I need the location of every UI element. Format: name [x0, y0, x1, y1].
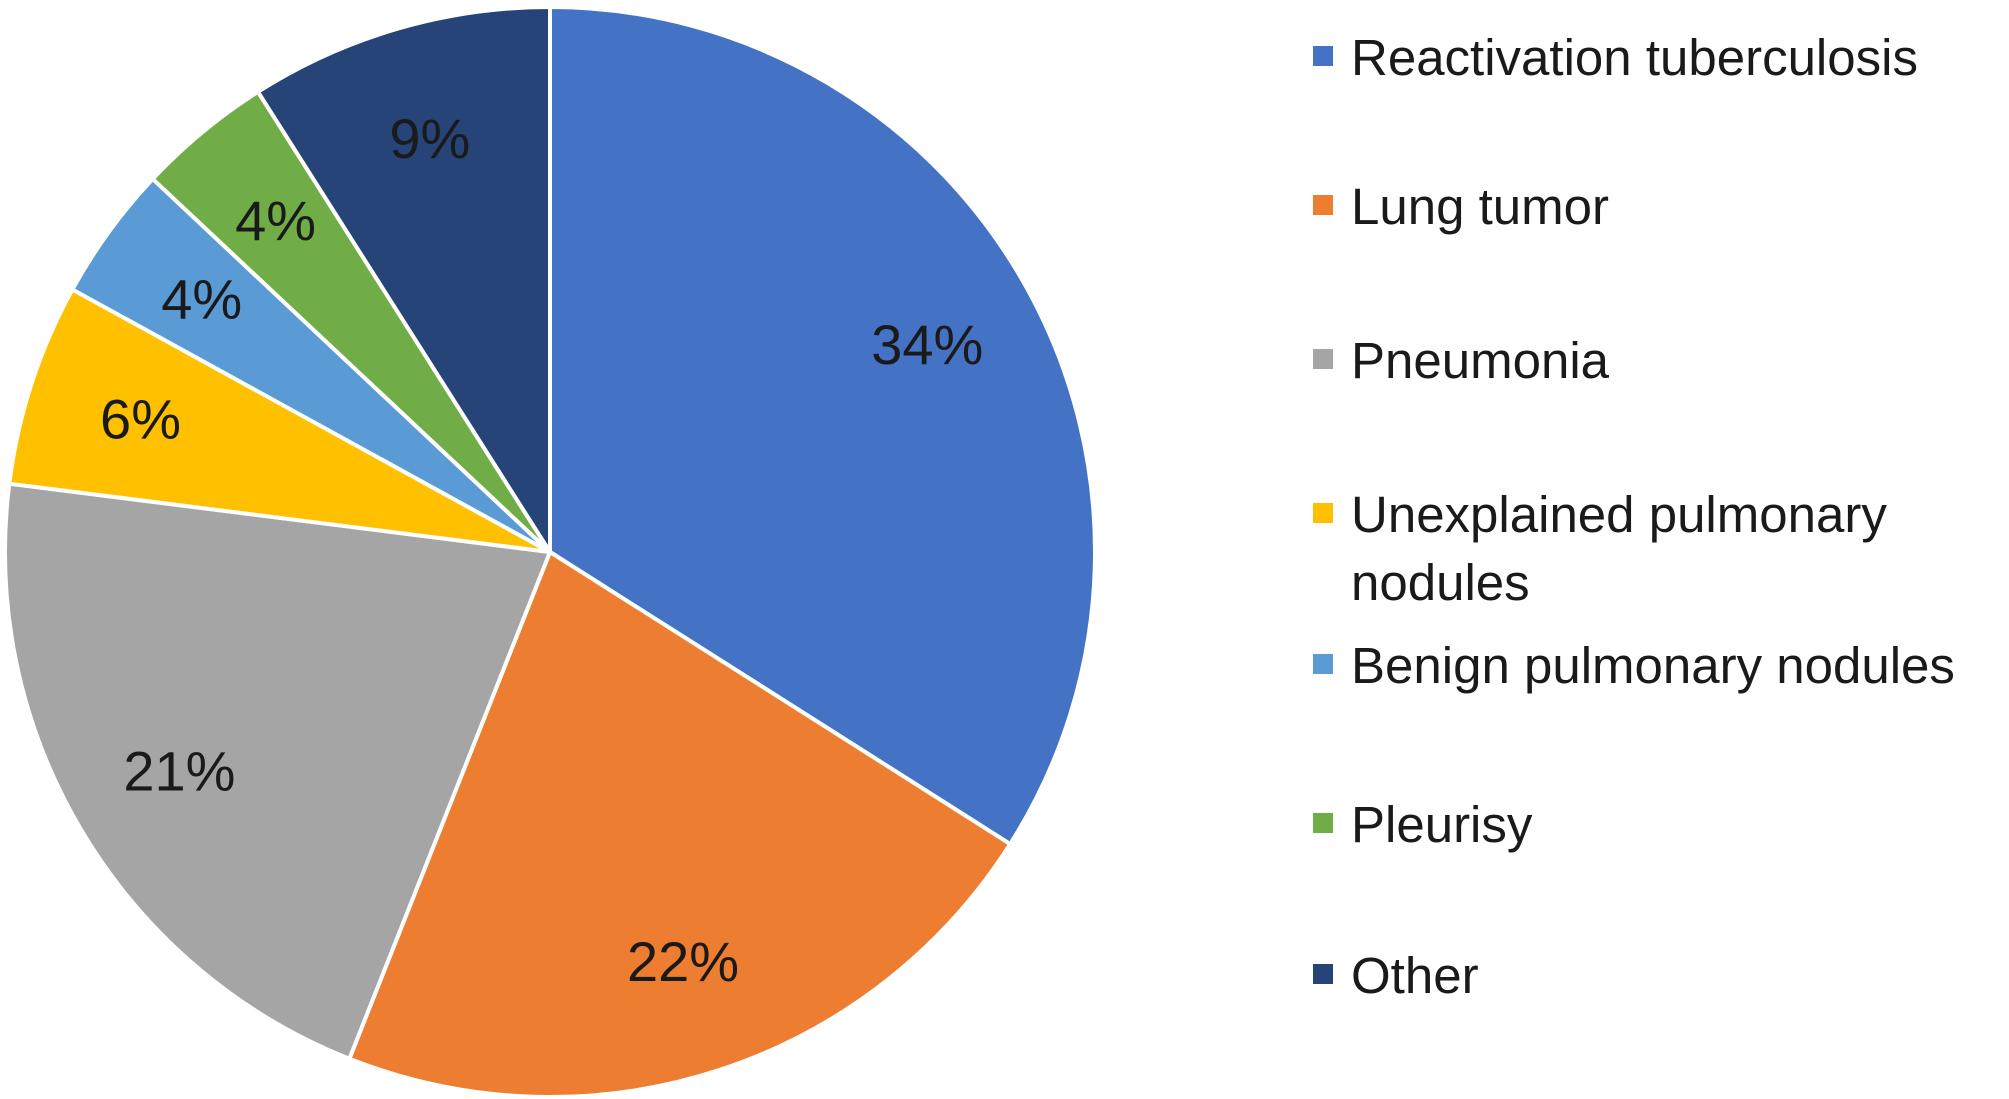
- legend-swatch: [1313, 654, 1333, 674]
- legend-swatch: [1313, 349, 1333, 369]
- legend-label: Pleurisy: [1351, 796, 1533, 853]
- legend-item-reactivation-tuberculosis: Reactivation tuberculosis: [1313, 24, 1991, 92]
- pie-chart-svg: 34% 22% 21% 6% 4% 4% 9%: [3, 5, 1097, 1099]
- slice-value-label-benign-pulmonary-nodules: 4%: [161, 267, 242, 330]
- legend-swatch: [1313, 964, 1333, 984]
- pie-slice-unexplained-pulmonary-nodules: [7, 287, 552, 554]
- legend-label: Unexplained pulmonary nodules: [1351, 486, 1887, 611]
- legend-item-other: Other: [1313, 942, 1991, 1010]
- slice-value-label-pleurisy: 4%: [235, 189, 316, 252]
- legend-label: Benign pulmonary nodules: [1351, 637, 1955, 694]
- legend-label: Reactivation tuberculosis: [1351, 29, 1918, 86]
- legend-label: Lung tumor: [1351, 178, 1609, 235]
- legend-swatch: [1313, 503, 1333, 523]
- pie-slice-other: [255, 5, 552, 554]
- legend-label: Other: [1351, 947, 1479, 1004]
- pie-slice-reactivation-tuberculosis: [548, 5, 1097, 847]
- legend-swatch: [1313, 46, 1333, 66]
- slice-value-label-other: 9%: [389, 107, 470, 170]
- legend-item-pleurisy: Pleurisy: [1313, 791, 1991, 859]
- slice-value-label-unexplained-pulmonary-nodules: 6%: [100, 387, 181, 450]
- pie-slice-lung-tumor: [347, 550, 1013, 1099]
- slice-value-label-reactivation-tuberculosis: 34%: [871, 313, 983, 376]
- legend-item-pneumonia: Pneumonia: [1313, 327, 1991, 395]
- pie-slice-pneumonia: [3, 481, 552, 1061]
- slice-value-label-pneumonia: 21%: [123, 740, 235, 803]
- legend-item-lung-tumor: Lung tumor: [1313, 173, 1991, 241]
- pie-value-labels: 34% 22% 21% 6% 4% 4% 9%: [100, 107, 983, 993]
- legend-swatch: [1313, 813, 1333, 833]
- slice-value-label-lung-tumor: 22%: [627, 930, 739, 993]
- legend-label: Pneumonia: [1351, 332, 1610, 389]
- legend-item-unexplained-pulmonary-nodules: Unexplained pulmonary nodules: [1313, 481, 1991, 617]
- legend-item-benign-pulmonary-nodules: Benign pulmonary nodules: [1313, 632, 1991, 700]
- pie-slices: [3, 5, 1097, 1099]
- legend-swatch: [1313, 195, 1333, 215]
